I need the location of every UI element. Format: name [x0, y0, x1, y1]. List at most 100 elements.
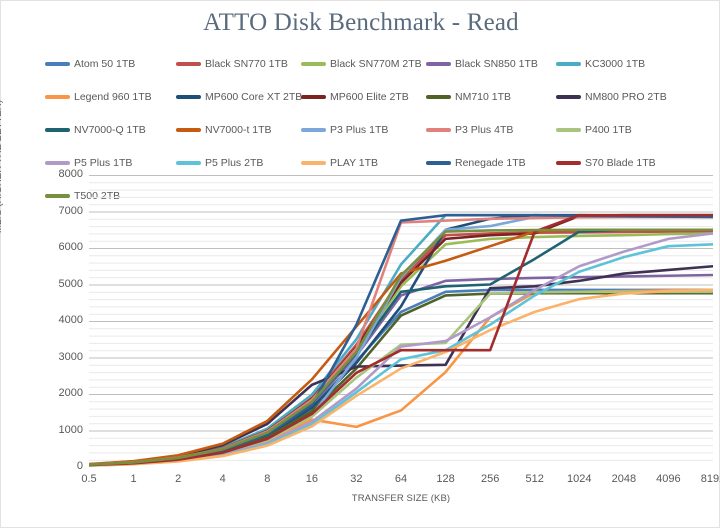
legend-label: P400 1TB [585, 124, 632, 136]
legend-swatch-icon [426, 62, 451, 66]
x-axis-tick-label: 8 [264, 473, 271, 485]
legend-item-p400-1tb[interactable]: P400 1TB [556, 119, 632, 141]
legend-item-nv7000-t-1tb[interactable]: NV7000-t 1TB [176, 119, 272, 141]
legend-label: Black SN850 1TB [455, 58, 538, 70]
x-axis-tick-label: 2 [175, 473, 182, 485]
y-axis-tick-label: 7000 [58, 204, 83, 217]
legend-row: Atom 50 1TB Black SN770 1TB Black SN770M 2… [45, 53, 717, 75]
legend-label: PLAY 1TB [330, 157, 379, 169]
series-lines [89, 175, 713, 467]
x-axis-tick-label: 256 [480, 473, 500, 485]
x-axis-tick-label: 2048 [611, 473, 637, 485]
legend-item-s70-blade-1tb[interactable]: S70 Blade 1TB [556, 152, 656, 174]
legend-swatch-icon [45, 161, 70, 165]
legend-item-play-1tb[interactable]: PLAY 1TB [301, 152, 378, 174]
series-line-play-1tb [89, 288, 713, 467]
legend-item-mp600-elite-2tb[interactable]: MP600 Elite 2TB [301, 86, 409, 108]
legend-label: P5 Plus 1TB [74, 157, 133, 169]
x-axis-tick-label: 32 [350, 473, 363, 485]
legend-label: P3 Plus 4TB [455, 124, 514, 136]
x-axis-tick-label: 1 [130, 473, 137, 485]
x-axis-tick-label: 0.5 [81, 473, 97, 485]
legend-item-nm800-pro-2tb[interactable]: NM800 PRO 2TB [556, 86, 667, 108]
legend-item-p3-plus-4tb[interactable]: P3 Plus 4TB [426, 119, 513, 141]
y-axis-tick-label: 1000 [58, 423, 83, 436]
legend-item-p3-plus-1tb[interactable]: P3 Plus 1TB [301, 119, 388, 141]
chart-legend: Atom 50 1TB Black SN770 1TB Black SN770M 2… [45, 53, 717, 202]
legend-swatch-icon [45, 128, 70, 132]
legend-item-black-sn770m-2tb[interactable]: Black SN770M 2TB [301, 53, 422, 75]
legend-swatch-icon [426, 95, 451, 99]
x-axis-tick-label: 128 [436, 473, 455, 485]
legend-label: S70 Blade 1TB [585, 157, 656, 169]
legend-label: P3 Plus 1TB [330, 124, 389, 136]
legend-item-p5-plus-2tb[interactable]: P5 Plus 2TB [176, 152, 263, 174]
series-line-nm710-1tb [89, 291, 713, 467]
legend-swatch-icon [176, 128, 201, 132]
legend-swatch-icon [45, 95, 70, 99]
legend-label: P5 Plus 2TB [205, 157, 264, 169]
y-axis-tick-label: 6000 [58, 241, 83, 253]
legend-item-atom-50-1tb[interactable]: Atom 50 1TB [45, 53, 135, 75]
legend-swatch-icon [176, 62, 201, 66]
legend-item-t500-2tb[interactable]: T500 2TB [45, 185, 120, 207]
legend-label: Renegade 1TB [455, 157, 526, 169]
x-axis-tick-label: 8192 [700, 473, 720, 485]
y-axis-tick-label: 0 [76, 460, 83, 472]
legend-label: NV7000-Q 1TB [74, 124, 146, 136]
y-axis-tick-label: 3000 [58, 350, 83, 363]
legend-label: T500 2TB [74, 190, 121, 202]
legend-swatch-icon [556, 128, 581, 132]
legend-item-mp600-core-xt-2tb[interactable]: MP600 Core XT 2TB [176, 86, 302, 108]
legend-item-legend-960-1tb[interactable]: Legend 960 1TB [45, 86, 152, 108]
legend-swatch-icon [176, 95, 201, 99]
legend-item-black-sn850-1tb[interactable]: Black SN850 1TB [426, 53, 538, 75]
x-axis-title: TRANSFER SIZE (KB) [351, 493, 451, 504]
y-axis-tick-label: 8000 [58, 168, 83, 180]
legend-label: NM800 PRO 2TB [585, 91, 667, 103]
legend-swatch-icon [426, 161, 451, 165]
legend-label: Black SN770M 2TB [330, 58, 422, 70]
legend-label: MP600 Elite 2TB [330, 91, 409, 103]
y-axis-tick-label: 2000 [58, 387, 83, 399]
x-axis-tick-label: 1024 [567, 473, 592, 485]
legend-swatch-icon [556, 161, 581, 165]
x-axis-tick-labels: 0.5 1 2 4 8 16 32 64 128 256 512 1024 2048 4096 8192 [81, 473, 720, 489]
x-axis-tick-label: 512 [525, 473, 544, 485]
legend-item-nv7000-q-1tb[interactable]: NV7000-Q 1TB [45, 119, 146, 141]
legend-swatch-icon [301, 62, 326, 66]
legend-item-black-sn770-1tb[interactable]: Black SN770 1TB [176, 53, 288, 75]
legend-item-renegade-1tb[interactable]: Renegade 1TB [426, 152, 526, 174]
legend-swatch-icon [556, 62, 581, 66]
legend-item-p5-plus-1tb[interactable]: P5 Plus 1TB [45, 152, 132, 174]
legend-label: MP600 Core XT 2TB [205, 91, 303, 103]
x-axis-tick-label: 16 [305, 473, 318, 485]
legend-item-kc3000-1tb[interactable]: KC3000 1TB [556, 53, 645, 75]
y-axis-title: MB/S (HIGHER THE BETTER) [0, 99, 4, 233]
y-axis-tick-label: 4000 [58, 314, 83, 326]
y-axis-tick-label: 5000 [58, 277, 83, 290]
legend-row: Legend 960 1TB MP600 Core XT 2TB MP600 Eli… [45, 75, 717, 103]
page-title: ATTO Disk Benchmark - Read [203, 9, 519, 36]
legend-label: NM710 1TB [455, 91, 512, 103]
legend-swatch-icon [556, 95, 581, 99]
legend-swatch-icon [426, 128, 451, 132]
legend-swatch-icon [301, 128, 326, 132]
legend-label: Atom 50 1TB [74, 58, 136, 70]
legend-row: T500 2TB [45, 141, 717, 202]
legend-item-nm710-1tb[interactable]: NM710 1TB [426, 86, 511, 108]
legend-swatch-icon [45, 194, 70, 198]
series-line-s70-blade-1tb [89, 213, 713, 467]
x-axis-tick-label: 4096 [656, 473, 681, 485]
series-line-p400-1tb [89, 290, 713, 467]
legend-swatch-icon [301, 161, 326, 165]
legend-row: P5 Plus 1TB P5 Plus 2TB PLAY 1TB Renegade 1… [45, 119, 717, 169]
legend-label: NV7000-t 1TB [205, 124, 272, 136]
legend-swatch-icon [45, 62, 70, 66]
legend-row: NV7000-Q 1TB NV7000-t 1TB P3 Plus 1TB P3 Pl… [45, 97, 717, 136]
legend-swatch-icon [301, 95, 326, 99]
x-axis-tick-label: 4 [219, 473, 226, 485]
legend-swatch-icon [176, 161, 201, 165]
legend-label: Legend 960 1TB [74, 91, 152, 103]
